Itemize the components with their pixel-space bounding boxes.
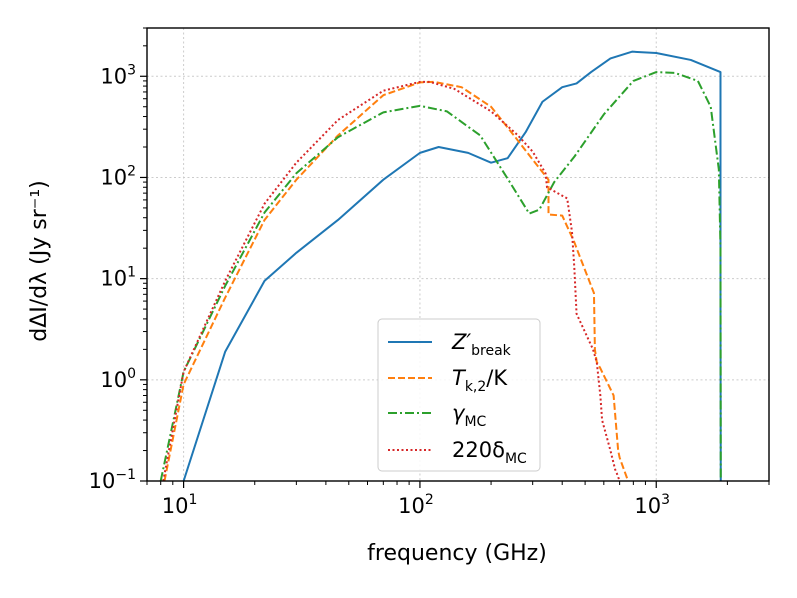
series-line-4 (162, 80, 621, 481)
ticks (140, 27, 770, 488)
series-line-1 (182, 50, 722, 481)
x-tick-label: 103 (634, 492, 670, 518)
x-tick-label: 101 (162, 492, 198, 518)
x-tick-label: 102 (398, 492, 434, 518)
legend-label-3: γMC (452, 401, 487, 430)
y-tick-label: 101 (100, 265, 136, 291)
y-tick-label: 100 (100, 366, 136, 392)
legend: Z′break Tk,2/K γMC 220δMC (377, 318, 541, 472)
legend-label-1: Z′break (451, 330, 512, 359)
legend-label-4: 220δMC (452, 438, 527, 467)
plot-frame (146, 27, 770, 482)
series-layer (159, 50, 722, 481)
y-tick-label: 103 (100, 62, 136, 88)
legend-label-2: Tk,2/K (452, 366, 508, 395)
series-line-3 (159, 71, 722, 481)
x-axis-label: frequency (GHz) (367, 541, 547, 566)
y-axis-label: dΔI/dλ (Jy sr⁻¹) (27, 180, 52, 342)
y-tick-label: 10−1 (89, 467, 136, 493)
legend-box (377, 318, 541, 472)
y-tick-label: 102 (100, 163, 136, 189)
legend-entries: Z′break Tk,2/K γMC 220δMC (388, 330, 527, 467)
series-line-2 (163, 80, 630, 481)
tick-labels: 101 102 103 10−1 100 101 102 103 (89, 62, 670, 518)
